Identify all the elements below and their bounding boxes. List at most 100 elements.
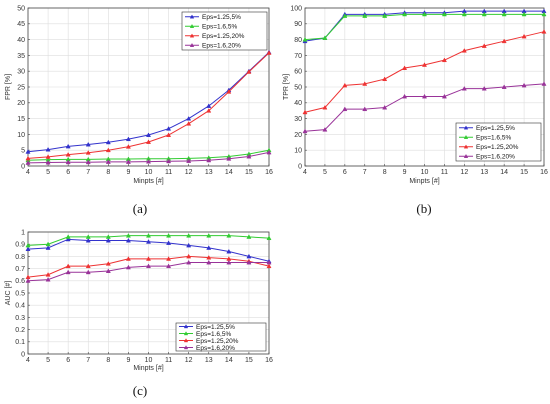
data-point [45,241,51,247]
y-tick-label: 50 [17,5,25,12]
data-point [166,158,172,164]
legend-label: Eps=1.25,5% [476,125,515,132]
data-point [322,35,328,40]
x-tick-label: 16 [265,169,273,176]
legend: Eps=1.25,5%Eps=1.6,5%Eps=1.25,20%Eps=1.6… [455,122,542,162]
x-tick-label: 15 [245,357,253,364]
y-tick-label: 0.8 [15,254,25,261]
x-axis-label: Minpts [#] [133,365,163,372]
data-point [166,240,172,245]
data-point [125,256,131,261]
data-point [45,272,51,277]
x-tick-label: 10 [145,169,153,176]
y-tick-label: 0.1 [15,339,25,346]
series-2 [25,233,272,248]
data-point [25,160,31,165]
data-point [382,13,388,18]
data-point [461,48,467,53]
data-point [45,146,51,152]
data-point [25,278,31,283]
panel-b: 4 5 6 7 8 9 10 11 12 13 14 15 16 0 10 20 30 40 50 60 70 80 90 1… [283,5,548,216]
y-tick-label: 30 [17,69,25,76]
data-point [125,233,131,238]
data-point [25,155,31,161]
legend-label: Eps=1.6,5% [202,24,237,31]
data-point [186,242,192,248]
data-point [65,159,71,165]
x-tick-label: 6 [66,357,70,364]
x-axis-label: Minpts [#] [409,178,439,185]
series-4 [302,81,547,134]
y-tick-label: 0.7 [15,266,25,273]
y-tick-label: 0.2 [15,327,25,334]
data-point [501,38,507,44]
data-point [246,253,252,259]
data-point [246,153,252,159]
panel-a: 4 5 6 7 8 9 10 11 12 13 14 15 1605101520253035404550… [5,5,273,216]
data-point [25,149,31,154]
data-point [246,234,252,239]
data-point [521,82,527,88]
data-point [302,128,308,134]
y-tick-label: 45 [17,21,25,28]
data-point [65,263,71,269]
panel-caption: (c) [133,383,147,398]
data-point [45,159,51,165]
x-tick-label: 11 [165,357,172,364]
legend-box [175,322,267,352]
data-point [266,263,272,269]
legend-box [455,122,542,162]
data-point [125,237,131,243]
legend-marker [189,14,195,19]
data-point [85,141,91,147]
x-tick-label: 8 [383,169,387,176]
data-point [145,132,152,137]
legend-label: Eps=1.6,20% [202,43,241,50]
y-tick-label: 0 [298,163,302,170]
series-3 [25,50,272,161]
y-tick-label: 0 [21,163,25,170]
data-point [85,269,91,275]
data-point [166,233,172,238]
y-tick-label: 1 [21,229,25,236]
data-point [85,159,91,165]
data-point [85,263,91,269]
x-tick-label: 5 [323,169,327,176]
data-point [461,85,467,91]
data-point [441,57,447,63]
data-point [246,259,252,265]
data-point [145,158,152,164]
legend-marker [189,42,195,47]
legend: Eps=1.25,5%Eps=1.6,5%Eps=1.25,20%Eps=1.6… [175,322,267,352]
x-tick-label: 9 [403,169,407,176]
data-point [266,235,272,241]
x-tick-label: 16 [540,169,548,176]
y-tick-label: 20 [17,100,25,107]
y-tick-label: 10 [294,148,302,155]
data-point [541,81,547,86]
data-point [125,144,131,149]
legend-marker [183,331,189,336]
x-tick-label: 7 [363,169,367,176]
legend-label: Eps=1.25,20% [202,33,245,40]
x-tick-label: 16 [265,357,273,364]
data-point [85,150,91,155]
data-point [521,11,527,17]
data-point [105,159,111,164]
legend-marker [463,153,469,158]
x-tick-label: 11 [441,169,448,176]
legend-label: Eps=1.6,20% [476,154,515,161]
data-point [85,234,91,239]
data-point [166,256,172,261]
x-tick-label: 10 [145,357,153,364]
data-point [206,233,212,238]
data-point [481,43,487,48]
y-tick-label: 20 [294,132,302,139]
y-tick-label: 40 [17,37,25,44]
legend-marker [183,345,189,350]
data-point [226,259,232,265]
legend-marker [463,144,469,149]
data-point [226,89,232,94]
data-point [85,237,91,243]
legend-label: Eps=1.6,20% [196,345,235,352]
